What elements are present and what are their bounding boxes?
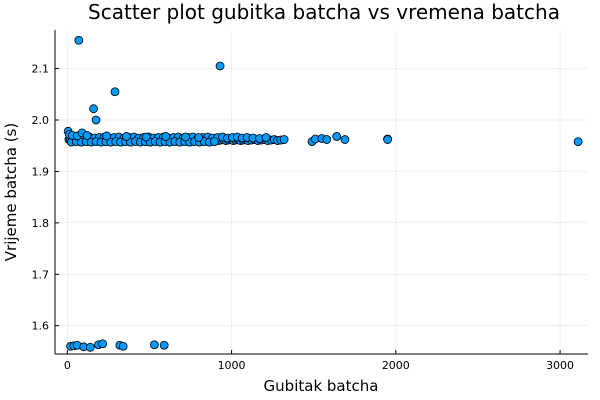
data-point: [89, 104, 98, 114]
chart-title: Scatter plot gubitka batcha vs vremena b…: [88, 0, 560, 24]
data-point: [82, 131, 92, 140]
y-tick-label: 1.6: [32, 320, 50, 333]
data-point: [194, 133, 204, 142]
y-tick-label: 2.1: [32, 63, 50, 76]
y-axis-label: Vrijeme batcha (s): [2, 123, 20, 261]
y-tick-label: 1.9: [32, 165, 50, 178]
data-point: [91, 115, 101, 125]
data-point: [141, 132, 151, 142]
data-point: [215, 61, 225, 71]
axes: [54, 30, 588, 355]
data-point: [279, 135, 289, 144]
data-point: [98, 339, 108, 349]
grid: [55, 30, 588, 354]
data-point: [261, 133, 271, 142]
x-tick-label: 1000: [218, 359, 246, 372]
data-point: [85, 342, 95, 352]
data-point: [340, 135, 350, 144]
x-tick-label: 2000: [382, 359, 410, 372]
x-tick-label: 0: [64, 359, 71, 372]
ticks: 0 1000 2000 3000 1.6 1.7 1.8 1.9 2.0 2.1: [32, 63, 575, 372]
x-axis-label: Gubitak batcha: [264, 377, 379, 395]
data-point: [102, 131, 112, 141]
data-point: [181, 132, 190, 142]
data-point: [122, 132, 131, 141]
data-point: [161, 132, 171, 141]
data-point: [149, 340, 159, 350]
y-tick-label: 1.8: [32, 217, 50, 230]
data-point: [322, 135, 332, 144]
data-point: [573, 137, 583, 147]
y-tick-label: 1.7: [32, 268, 50, 281]
y-tick-label: 2.0: [32, 114, 50, 127]
data-point: [383, 135, 393, 144]
x-tick-label: 3000: [546, 359, 574, 372]
data-point: [118, 341, 128, 351]
data-point: [159, 340, 169, 350]
data-point: [74, 35, 84, 45]
data-point: [110, 87, 120, 97]
data-point: [209, 137, 219, 147]
data-points: [63, 35, 583, 352]
data-point: [332, 132, 342, 141]
